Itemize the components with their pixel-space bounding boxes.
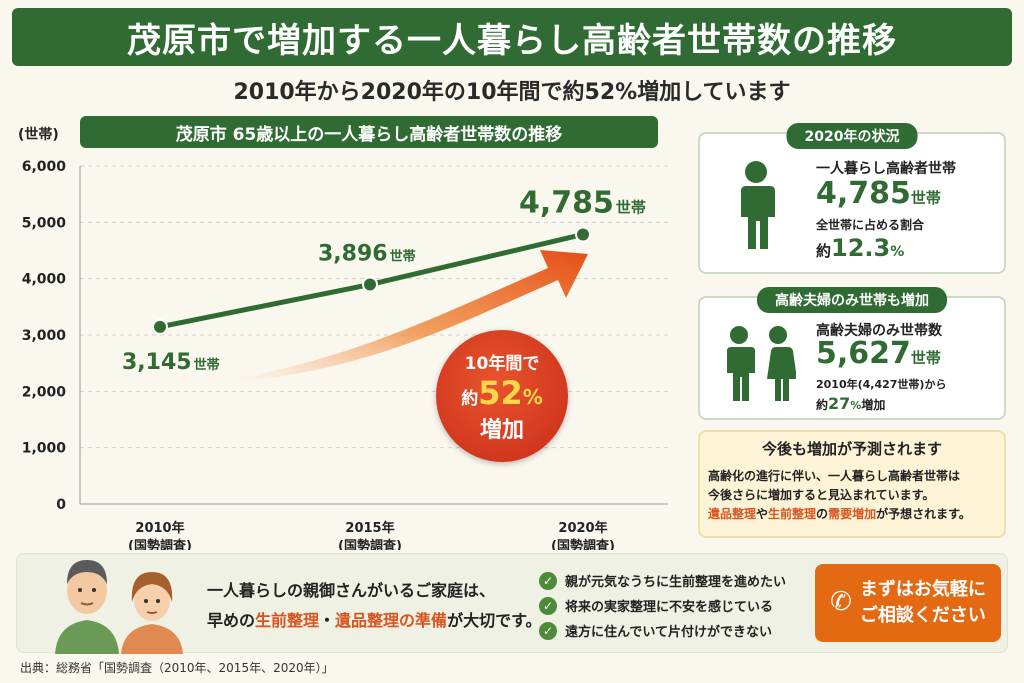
main-title: 茂原市で増加する一人暮らし高齢者世帯数の推移	[12, 8, 1012, 66]
x-tick-sublabel: (国勢調査)	[338, 538, 402, 550]
forecast-mid2: の	[816, 507, 829, 522]
callout-percent: %	[522, 384, 543, 409]
card-2020-heading: 2020年の状況	[786, 123, 918, 149]
forecast-kw3: 需要増加	[828, 507, 877, 522]
callout-prefix: 約	[461, 388, 479, 409]
forecast-line3: 遺品整理や生前整理の需要増加が予想されます。	[708, 505, 996, 524]
forecast-line1: 高齢化の進行に伴い、一人暮らし高齢者世帯は	[708, 469, 961, 483]
y-tick-label: 5,000	[22, 215, 67, 231]
bottom-msg2-dot: ・	[319, 611, 336, 631]
card-couple-households: 高齢夫婦のみ世帯も増加 高齢夫婦のみ世帯数 5,627世帯 2010年(4,42…	[698, 287, 1006, 420]
forecast-kw2: 生前整理	[768, 507, 817, 522]
card-2020-value-row: 4,785世帯	[816, 176, 941, 211]
y-tick-label: 3,000	[22, 328, 67, 344]
contact-button-line1: まずはお気軽に	[859, 578, 986, 600]
growth-callout: 10年間で 約52% 増加	[436, 330, 568, 462]
y-axis-unit-label: (世帯)	[18, 127, 59, 143]
phone-icon: ✆	[830, 587, 852, 618]
chart-title: 茂原市 65歳以上の一人暮らし高齢者世帯数の推移	[80, 116, 658, 148]
card-couple-unit: 世帯	[910, 349, 941, 367]
data-point	[575, 226, 591, 243]
x-tick-label: 2020年	[558, 520, 607, 536]
forecast-kw1: 遺品整理	[708, 507, 757, 522]
y-tick-label: 6,000	[22, 159, 67, 175]
card-couple-label: 高齢夫婦のみ世帯数	[816, 323, 942, 339]
card-couple-heading: 高齢夫婦のみ世帯も増加	[757, 287, 947, 313]
card-2020-share-label: 全世帯に占める割合	[816, 218, 925, 232]
source-note: 出典：総務省「国勢調査（2010年、2015年、2020年）」	[20, 661, 334, 675]
elderly-man-illustration	[55, 560, 119, 654]
card-2020-status: 2020年の状況 一人暮らし高齢者世帯 4,785世帯 全世帯に占める割合 約1…	[698, 123, 1006, 274]
card-couple-value-row: 5,627世帯	[816, 336, 941, 371]
subtitle: 2010年から2020年の10年間で約52%増加しています	[233, 80, 791, 105]
callout-line3: 増加	[479, 417, 524, 443]
x-tick-label: 2015年	[345, 520, 394, 536]
callout-line2: 約52%	[461, 374, 543, 412]
card-couple-note2: 約27%増加	[816, 394, 885, 413]
checklist-item-label: 将来の実家整理に不安を感じている	[565, 600, 774, 615]
checklist-item: ✓ 将来の実家整理に不安を感じている	[539, 593, 786, 618]
y-tick-label: 0	[56, 497, 66, 513]
growth-arrow-icon	[240, 250, 588, 382]
forecast-mid1: や	[756, 507, 769, 522]
person-icon	[741, 161, 775, 249]
bottom-msg2-a: 早めの	[207, 611, 256, 631]
bottom-msg2-kw1: 生前整理	[255, 611, 320, 631]
data-label: 3,145 世帯	[122, 350, 220, 375]
card-couple-note2-prefix: 約	[816, 398, 829, 412]
forecast-line2: 今後さらに増加すると見込まれています。	[708, 488, 935, 503]
check-icon: ✓	[539, 621, 557, 640]
check-icon: ✓	[539, 596, 557, 615]
card-couple-note1: 2010年(4,427世帯)から	[816, 378, 947, 391]
checklist-item: ✓ 遠方に住んでいて片付けができない	[539, 618, 786, 643]
bottom-message: 一人暮らしの親御さんがいるご家庭は、 早めの生前整理・遺品整理の準備が大切です。	[207, 576, 541, 637]
card-2020-unit: 世帯	[910, 189, 941, 207]
y-tick-label: 4,000	[22, 272, 67, 288]
y-tick-label: 1,000	[22, 441, 67, 457]
card-2020-share-prefix: 約	[816, 242, 832, 260]
card-2020-share-row: 約12.3%	[816, 234, 904, 262]
card-couple-note2-suffix: 増加	[861, 398, 886, 412]
x-tick-sublabel: (国勢調査)	[551, 538, 615, 550]
y-tick-label: 2,000	[22, 384, 67, 400]
data-label: 3,896 世帯	[318, 242, 416, 267]
line-chart: 0 1,000 2,000 3,000 4,000 5,000 6,000 2010年 (国勢調…	[22, 159, 668, 550]
card-couple-value: 5,627	[816, 336, 911, 371]
forecast-body: 高齢化の進行に伴い、一人暮らし高齢者世帯は 今後さらに増加すると見込まれています…	[708, 467, 996, 525]
elderly-woman-illustration	[121, 572, 183, 654]
x-tick-label: 2010年	[135, 520, 184, 536]
contact-button[interactable]: ✆ まずはお気軽に ご相談ください	[815, 564, 1001, 642]
card-2020-share-value: 12.3	[831, 234, 891, 262]
forecast-heading: 今後も増加が予測されます	[761, 440, 942, 458]
contact-button-line2: ご相談ください	[859, 605, 986, 626]
card-2020-label: 一人暮らし高齢者世帯	[816, 161, 956, 177]
bottom-banner: 一人暮らしの親御さんがいるご家庭は、 早めの生前整理・遺品整理の準備が大切です。…	[16, 553, 1008, 654]
callout-line1: 10年間で	[464, 353, 540, 374]
bottom-msg2: 早めの生前整理・遺品整理の準備が大切です。	[207, 606, 541, 636]
card-2020-value: 4,785	[816, 176, 911, 211]
bottom-msg1: 一人暮らしの親御さんがいるご家庭は、	[207, 581, 496, 600]
data-point	[152, 318, 168, 335]
contact-button-text: まずはお気軽に ご相談ください	[860, 577, 986, 629]
callout-number: 52	[478, 373, 523, 412]
checklist: ✓ 親が元気なうちに生前整理を進めたい ✓ 将来の実家整理に不安を感じている ✓ 遠方…	[539, 568, 786, 643]
data-point	[362, 276, 378, 293]
checklist-item-label: 親が元気なうちに生前整理を進めたい	[565, 575, 787, 590]
forecast-tail: が予想されます。	[876, 507, 971, 522]
card-forecast: 今後も増加が予測されます 高齢化の進行に伴い、一人暮らし高齢者世帯は 今後さらに…	[698, 430, 1006, 538]
checklist-item-label: 遠方に住んでいて片付けができない	[565, 625, 772, 640]
bottom-msg2-b: が大切です。	[447, 611, 542, 631]
card-couple-note2-unit: %	[850, 399, 862, 412]
card-2020-share-unit: %	[890, 244, 905, 260]
couple-icon	[727, 326, 796, 401]
check-icon: ✓	[539, 571, 557, 590]
bottom-msg2-kw2: 遺品整理の準備	[335, 611, 448, 631]
data-label: 4,785 世帯	[519, 185, 646, 220]
x-tick-sublabel: (国勢調査)	[128, 538, 192, 550]
checklist-item: ✓ 親が元気なうちに生前整理を進めたい	[539, 568, 786, 593]
card-couple-note2-value: 27	[828, 394, 851, 413]
